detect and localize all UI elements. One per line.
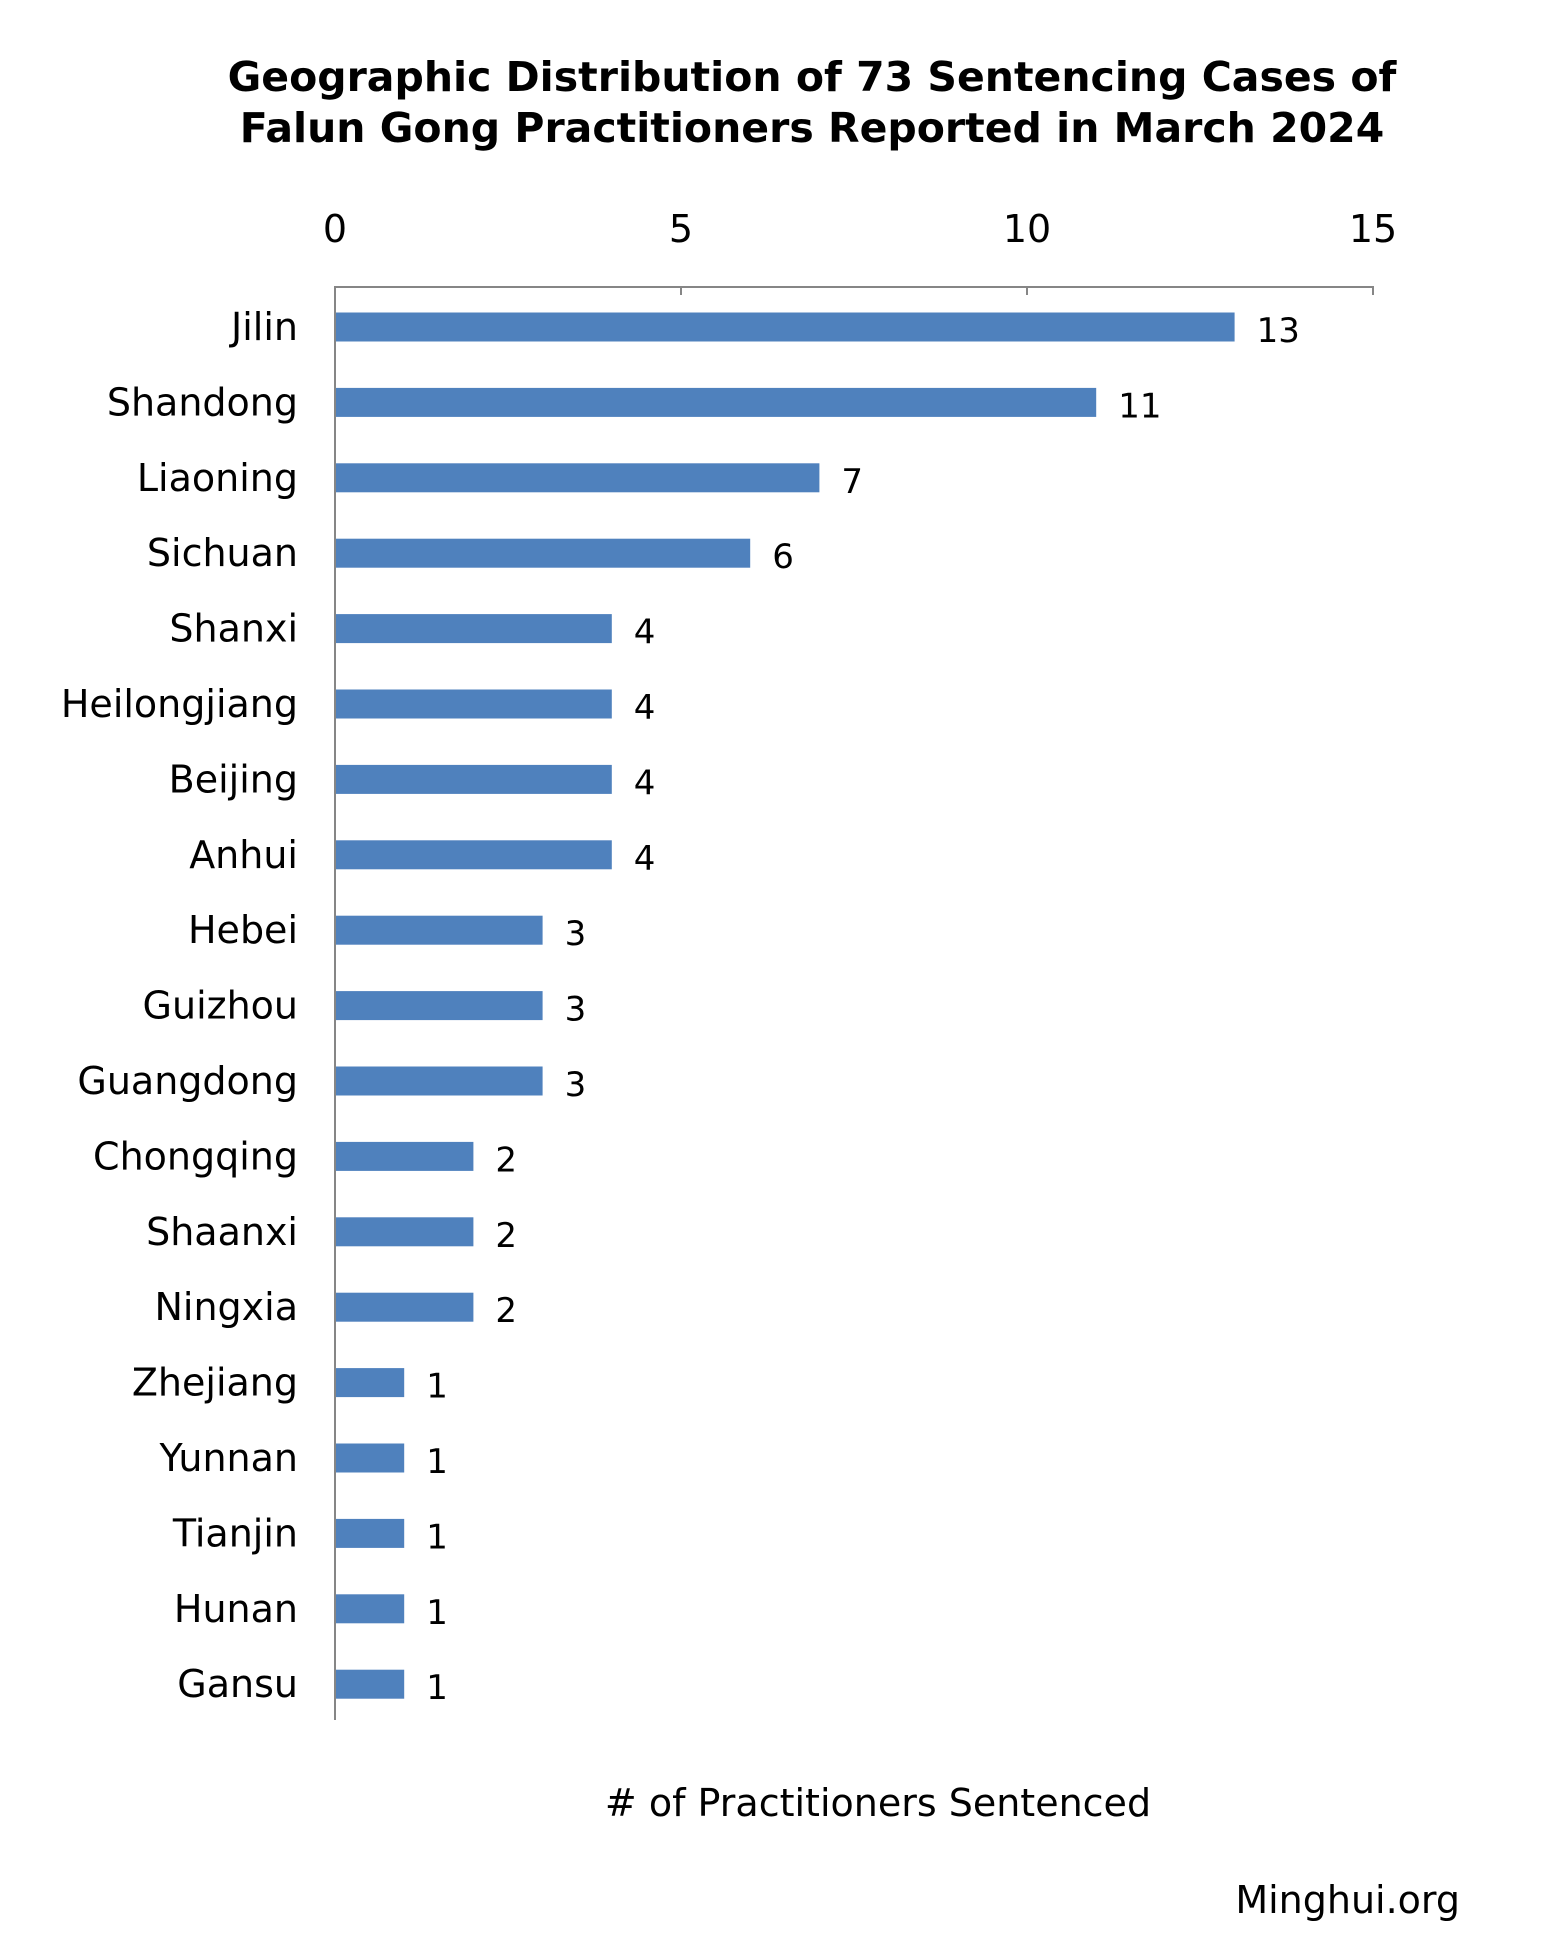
data-label: 4 bbox=[634, 839, 656, 879]
category-label: Jilin bbox=[229, 305, 298, 349]
bar bbox=[336, 915, 543, 945]
category-label: Ningxia bbox=[154, 1285, 298, 1329]
category-label: Hebei bbox=[188, 908, 298, 952]
data-label: 2 bbox=[495, 1216, 517, 1256]
category-label: Liaoning bbox=[137, 456, 298, 500]
data-label: 7 bbox=[841, 462, 863, 502]
data-label: 2 bbox=[495, 1140, 517, 1180]
data-label: 1 bbox=[426, 1367, 448, 1407]
x-tick-label: 0 bbox=[323, 207, 347, 251]
category-label: Heilongjiang bbox=[61, 682, 298, 726]
bar bbox=[336, 1368, 405, 1398]
chart-title-line-2: Falun Gong Practitioners Reported in Mar… bbox=[239, 104, 1385, 152]
data-label: 3 bbox=[565, 914, 587, 954]
bar bbox=[336, 1518, 405, 1548]
data-label: 6 bbox=[772, 537, 794, 577]
category-label: Chongqing bbox=[93, 1134, 298, 1178]
bars-layer bbox=[336, 312, 1235, 1699]
bar bbox=[336, 1669, 405, 1699]
bar bbox=[336, 1141, 474, 1171]
data-label: 1 bbox=[426, 1517, 448, 1557]
x-tick-label: 5 bbox=[669, 207, 693, 251]
data-label: 11 bbox=[1118, 386, 1161, 426]
x-tick-label: 10 bbox=[1003, 207, 1051, 251]
data-label: 3 bbox=[565, 990, 587, 1030]
bar bbox=[336, 614, 612, 644]
category-label: Shandong bbox=[107, 380, 298, 424]
axis-layer: 0 5 10 15 bbox=[323, 207, 1397, 1720]
x-axis-title: # of Practitioners Sentenced bbox=[605, 1781, 1151, 1825]
x-tick-label: 15 bbox=[1349, 207, 1397, 251]
bar bbox=[336, 991, 543, 1021]
data-label: 1 bbox=[426, 1593, 448, 1633]
data-label: 2 bbox=[495, 1291, 517, 1331]
category-label: Zhejiang bbox=[132, 1361, 298, 1405]
bar bbox=[336, 1443, 405, 1473]
bar bbox=[336, 387, 1097, 417]
category-label: Tianjin bbox=[172, 1511, 298, 1555]
data-label: 1 bbox=[426, 1442, 448, 1482]
data-label: 13 bbox=[1257, 311, 1300, 351]
bar bbox=[336, 538, 751, 568]
category-label: Yunnan bbox=[159, 1436, 298, 1480]
category-label: Hunan bbox=[174, 1587, 298, 1631]
data-label: 4 bbox=[634, 763, 656, 803]
bar bbox=[336, 1066, 543, 1096]
chart-title-line-1: Geographic Distribution of 73 Sentencing… bbox=[227, 53, 1397, 101]
category-label: Beijing bbox=[169, 757, 298, 801]
category-label: Gansu bbox=[177, 1662, 298, 1706]
category-label: Guangdong bbox=[77, 1059, 298, 1103]
source-watermark: Minghui.org bbox=[1235, 1878, 1460, 1922]
bar bbox=[336, 463, 820, 493]
data-label: 4 bbox=[634, 688, 656, 728]
category-label: Shanxi bbox=[169, 607, 298, 651]
category-label: Anhui bbox=[189, 833, 298, 877]
data-label: 3 bbox=[565, 1065, 587, 1105]
chart-title: Geographic Distribution of 73 Sentencing… bbox=[0, 52, 1562, 154]
category-label: Guizhou bbox=[143, 984, 298, 1028]
data-label: 1 bbox=[426, 1668, 448, 1708]
bar bbox=[336, 689, 612, 719]
bar bbox=[336, 1594, 405, 1624]
bar bbox=[336, 1217, 474, 1247]
bar bbox=[336, 312, 1235, 342]
category-label: Shaanxi bbox=[146, 1210, 298, 1254]
category-label: Sichuan bbox=[147, 531, 298, 575]
bar bbox=[336, 840, 612, 870]
bar bbox=[336, 764, 612, 794]
data-label: 4 bbox=[634, 613, 656, 653]
bar bbox=[336, 1292, 474, 1322]
